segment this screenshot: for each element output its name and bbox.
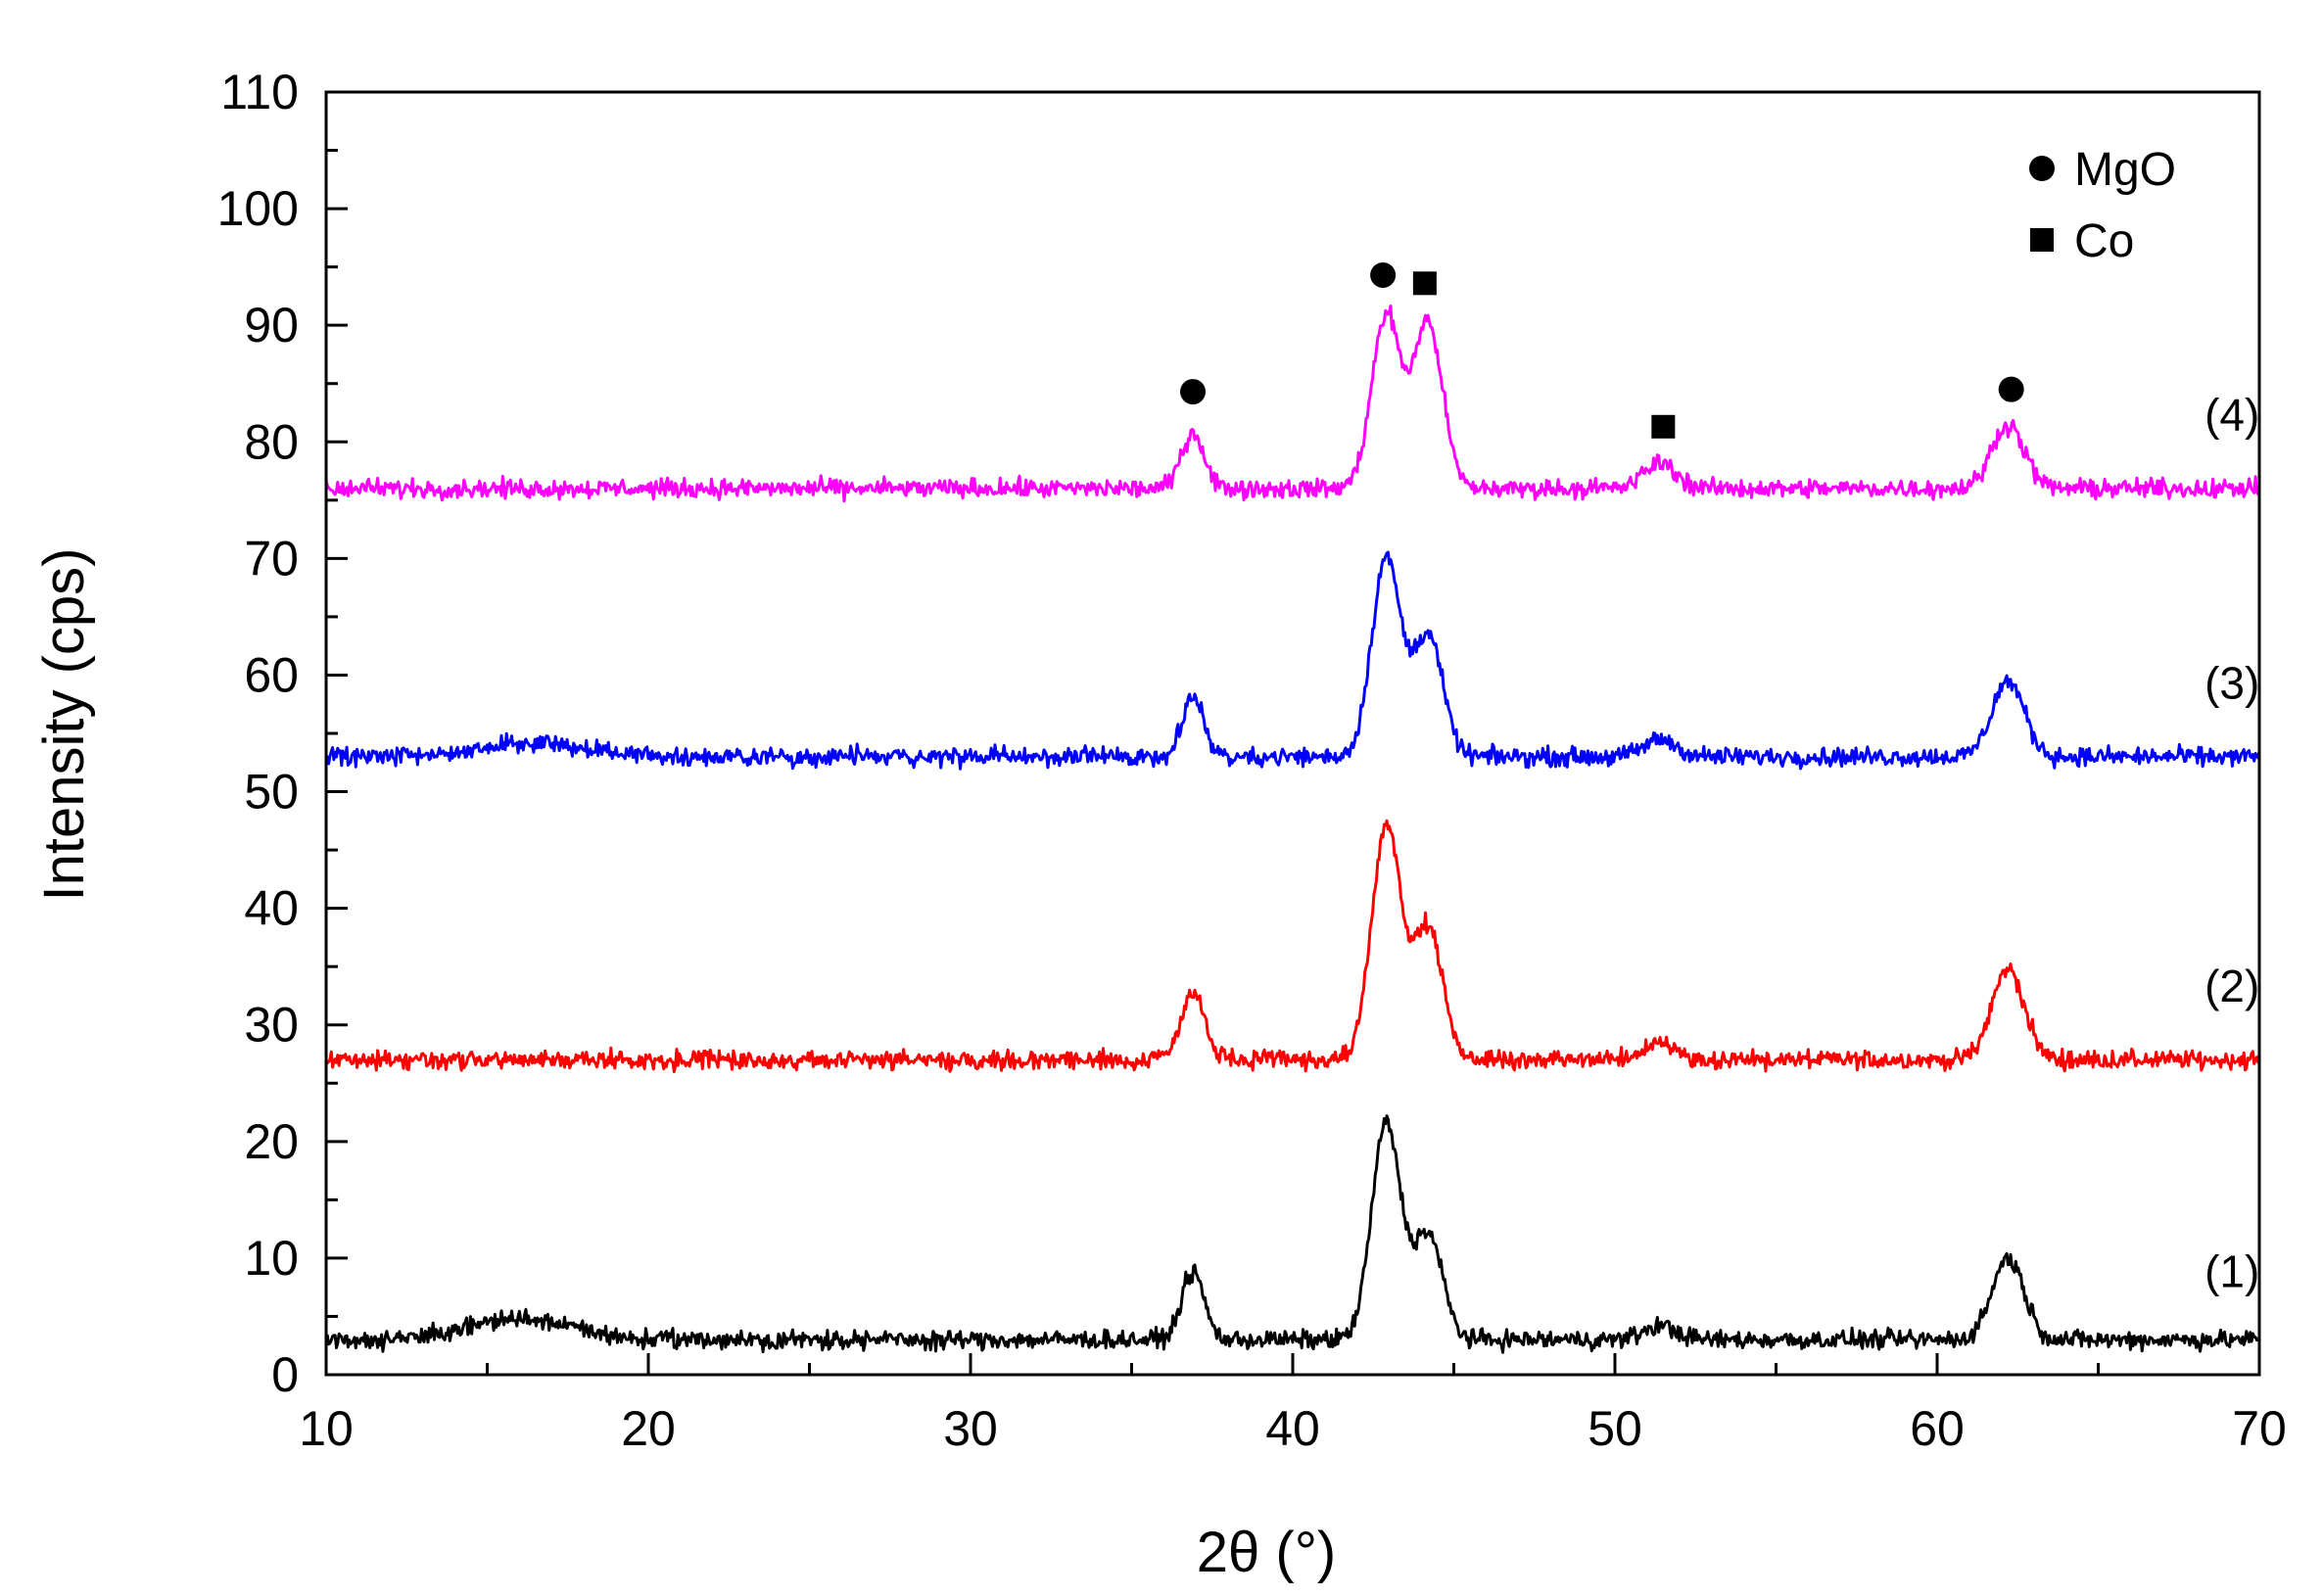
series-layer: [324, 305, 2261, 1354]
y-tick-label: 100: [217, 181, 299, 236]
series-line-1: [325, 1114, 2260, 1354]
y-axis-title: Intensity (cps): [32, 548, 96, 902]
series-label: (3): [2204, 657, 2259, 708]
series-label: (4): [2204, 389, 2259, 440]
y-tick-label: 30: [244, 998, 299, 1053]
y-tick-label: 0: [271, 1347, 299, 1402]
phase-annotations: [1180, 261, 2024, 439]
y-tick-label: 80: [244, 414, 299, 469]
y-tick-label: 40: [244, 881, 299, 936]
x-axis-title: 2θ (°): [1197, 1521, 1336, 1584]
x-tick-label: 50: [1588, 1401, 1642, 1456]
legend-co-marker: [2030, 228, 2054, 252]
x-tick-label: 60: [1910, 1401, 1965, 1456]
legend-mgo-marker: [2029, 156, 2055, 181]
x-tick-label: 10: [299, 1401, 354, 1456]
co-peak-marker: [1412, 271, 1437, 296]
x-tick-label: 70: [2232, 1401, 2287, 1456]
y-tick-label: 110: [220, 65, 299, 119]
y-tick-label: 50: [244, 765, 299, 820]
series-label: (2): [2204, 961, 2259, 1011]
series-label: (1): [2204, 1246, 2259, 1297]
series-line-3: [324, 550, 2261, 771]
series-line-4: [324, 305, 2261, 503]
x-tick-label: 30: [943, 1401, 998, 1456]
series-labels: (1) (2) (3) (4): [2204, 389, 2259, 1296]
legend-label: MgO: [2074, 144, 2176, 196]
legend: MgO Co: [2029, 144, 2176, 267]
y-tick-label: 70: [244, 531, 299, 586]
y-tick-label: 60: [244, 647, 299, 702]
series-line-2: [325, 819, 2261, 1074]
y-tick-label: 20: [244, 1114, 299, 1169]
mgo-peak-marker: [1370, 261, 1397, 288]
co-peak-marker: [1651, 414, 1676, 439]
mgo-peak-marker: [1998, 376, 2024, 402]
y-tick-label: 90: [244, 298, 299, 352]
x-tick-label: 20: [621, 1401, 676, 1456]
y-tick-label: 10: [244, 1231, 299, 1286]
x-tick-label: 40: [1265, 1401, 1320, 1456]
mgo-peak-marker: [1180, 379, 1207, 405]
legend-label: Co: [2074, 215, 2134, 267]
